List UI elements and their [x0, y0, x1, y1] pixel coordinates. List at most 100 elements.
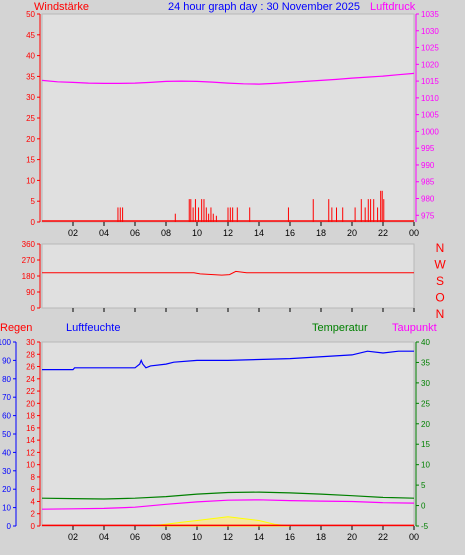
panel-humidity-temperature-x-tick-label: 18 [316, 532, 326, 542]
compass-label: N [436, 241, 445, 255]
pressure-axis-tick-label: 990 [421, 161, 435, 170]
compass-label: O [435, 291, 444, 305]
header-title: 24 hour graph day : 30 November 2025 [168, 1, 360, 13]
pressure-axis-tick-label: 975 [421, 211, 435, 220]
pressure-axis-tick-label: 1015 [421, 77, 439, 86]
rain-axis-tick-label: 10 [26, 461, 35, 470]
direction-axis-tick-label: 90 [26, 288, 35, 297]
panel-humidity-temperature-x-tick-label: 22 [378, 532, 388, 542]
panel-wind-pressure-x-tick-label: 08 [161, 228, 171, 238]
humidity-axis-tick-label: 90 [2, 356, 11, 365]
panel-humidity-temperature-x-tick-label: 10 [192, 532, 202, 542]
wind-speed-axis-tick-label: 45 [26, 31, 35, 40]
panel-humidity-temperature-x-tick-label: 12 [223, 532, 233, 542]
humidity-axis-tick-label: 70 [2, 393, 11, 402]
temperature-axis-tick-label: 25 [421, 399, 430, 408]
compass-label: S [436, 274, 444, 288]
temperature-axis-tick-label: 10 [421, 461, 430, 470]
rain-axis-tick-label: 20 [26, 399, 35, 408]
temperature-axis-tick-label: 0 [421, 502, 426, 511]
temperature-axis-tick-label: 35 [421, 358, 430, 367]
header-left-label: Windstärke [34, 1, 89, 13]
wind-speed-axis-tick-label: 25 [26, 114, 35, 123]
rain-axis-tick-label: 22 [26, 387, 35, 396]
wind-speed-axis-tick-label: 35 [26, 72, 35, 81]
panel-humidity-temperature-x-tick-label: 08 [161, 532, 171, 542]
panel-wind-pressure-x-tick-label: 04 [99, 228, 109, 238]
wind-speed-axis-tick-label: 10 [26, 176, 35, 185]
pressure-axis-tick-label: 995 [421, 144, 435, 153]
humidity-axis-tick-label: 0 [7, 522, 12, 531]
direction-axis-tick-label: 360 [22, 240, 36, 249]
humidity-axis-tick-label: 20 [2, 485, 11, 494]
temperature-axis-tick-label: -5 [421, 522, 429, 531]
label-temperatur: Temperatur [312, 322, 368, 334]
pressure-axis-tick-label: 980 [421, 195, 435, 204]
pressure-axis-tick-label: 1025 [421, 44, 439, 53]
panel-wind-pressure-x-tick-label: 14 [254, 228, 264, 238]
rain-axis-tick-label: 14 [26, 436, 35, 445]
humidity-axis-tick-label: 50 [2, 430, 11, 439]
temperature-axis-tick-label: 40 [421, 338, 430, 347]
rain-axis-tick-label: 4 [31, 497, 36, 506]
rain-axis-tick-label: 26 [26, 363, 35, 372]
panel-wind-direction-plot-area [41, 243, 415, 309]
wind-speed-axis-tick-label: 15 [26, 156, 35, 165]
wind-speed-axis-tick-label: 20 [26, 135, 35, 144]
panel-humidity-temperature-x-tick-label: 04 [99, 532, 109, 542]
temperature-axis-tick-label: 5 [421, 481, 426, 490]
rain-axis-tick-label: 6 [31, 485, 36, 494]
panel-wind-pressure-plot-area [41, 13, 415, 223]
temperature-axis-tick-label: 15 [421, 440, 430, 449]
temperature-line [41, 491, 415, 500]
panel-humidity-temperature-x-tick-label: 20 [347, 532, 357, 542]
wind-speed-axis-tick-label: 5 [31, 197, 36, 206]
panel-humidity-temperature-x-tick-label: 06 [130, 532, 140, 542]
panel-wind-pressure-x-tick-label: 18 [316, 228, 326, 238]
pressure-line [41, 72, 415, 85]
humidity-axis-tick-label: 100 [0, 338, 12, 347]
label-taupunkt: Taupunkt [392, 322, 437, 334]
pressure-axis-tick-label: 1020 [421, 60, 439, 69]
label-regen: Regen [0, 322, 32, 334]
humidity-axis-tick-label: 60 [2, 412, 11, 421]
rain-axis-tick-label: 0 [31, 522, 36, 531]
humidity-axis-tick-label: 80 [2, 375, 11, 384]
compass-label: W [434, 258, 446, 272]
humidity-line [42, 350, 414, 371]
panel-humidity-temperature-x-tick-label: 00 [409, 532, 419, 542]
direction-axis-tick-label: 0 [31, 304, 36, 313]
pressure-axis-tick-label: 1035 [421, 10, 439, 19]
rain-axis-tick-label: 18 [26, 412, 35, 421]
humidity-axis-tick-label: 40 [2, 448, 11, 457]
dewpoint-line [41, 499, 415, 510]
wind-direction-line [42, 270, 414, 276]
compass-label: N [436, 307, 445, 321]
pressure-axis-tick-label: 1000 [421, 127, 439, 136]
humidity-axis-tick-label: 10 [2, 504, 11, 513]
pressure-axis-tick-label: 1005 [421, 111, 439, 120]
rain-axis-tick-label: 12 [26, 448, 35, 457]
panel-humidity-temperature-x-tick-label: 16 [285, 532, 295, 542]
wind-speed-axis-tick-label: 0 [31, 218, 36, 227]
panel-humidity-temperature-x-tick-label: 14 [254, 532, 264, 542]
rain-axis-tick-label: 16 [26, 424, 35, 433]
pressure-axis-tick-label: 985 [421, 178, 435, 187]
panel-humidity-temperature-x-tick-label: 02 [68, 532, 78, 542]
panel-wind-pressure-x-tick-label: 06 [130, 228, 140, 238]
panel-wind-pressure-x-tick-label: 20 [347, 228, 357, 238]
rain-axis-tick-label: 28 [26, 350, 35, 359]
panel-wind-pressure-x-tick-label: 12 [223, 228, 233, 238]
direction-axis-tick-label: 180 [22, 272, 36, 281]
wind-speed-axis-tick-label: 50 [26, 10, 35, 19]
pressure-axis-tick-label: 1030 [421, 27, 439, 36]
label-luftfeuchte: Luftfeuchte [66, 322, 120, 334]
rain-axis-tick-label: 8 [31, 473, 36, 482]
temperature-axis-tick-label: 20 [421, 420, 430, 429]
rain-axis-tick-label: 24 [26, 375, 35, 384]
rain-axis-tick-label: 2 [31, 510, 36, 519]
panel-wind-pressure-x-tick-label: 00 [409, 228, 419, 238]
header-right-label: Luftdruck [370, 1, 416, 13]
rain-axis-tick-label: 30 [26, 338, 35, 347]
